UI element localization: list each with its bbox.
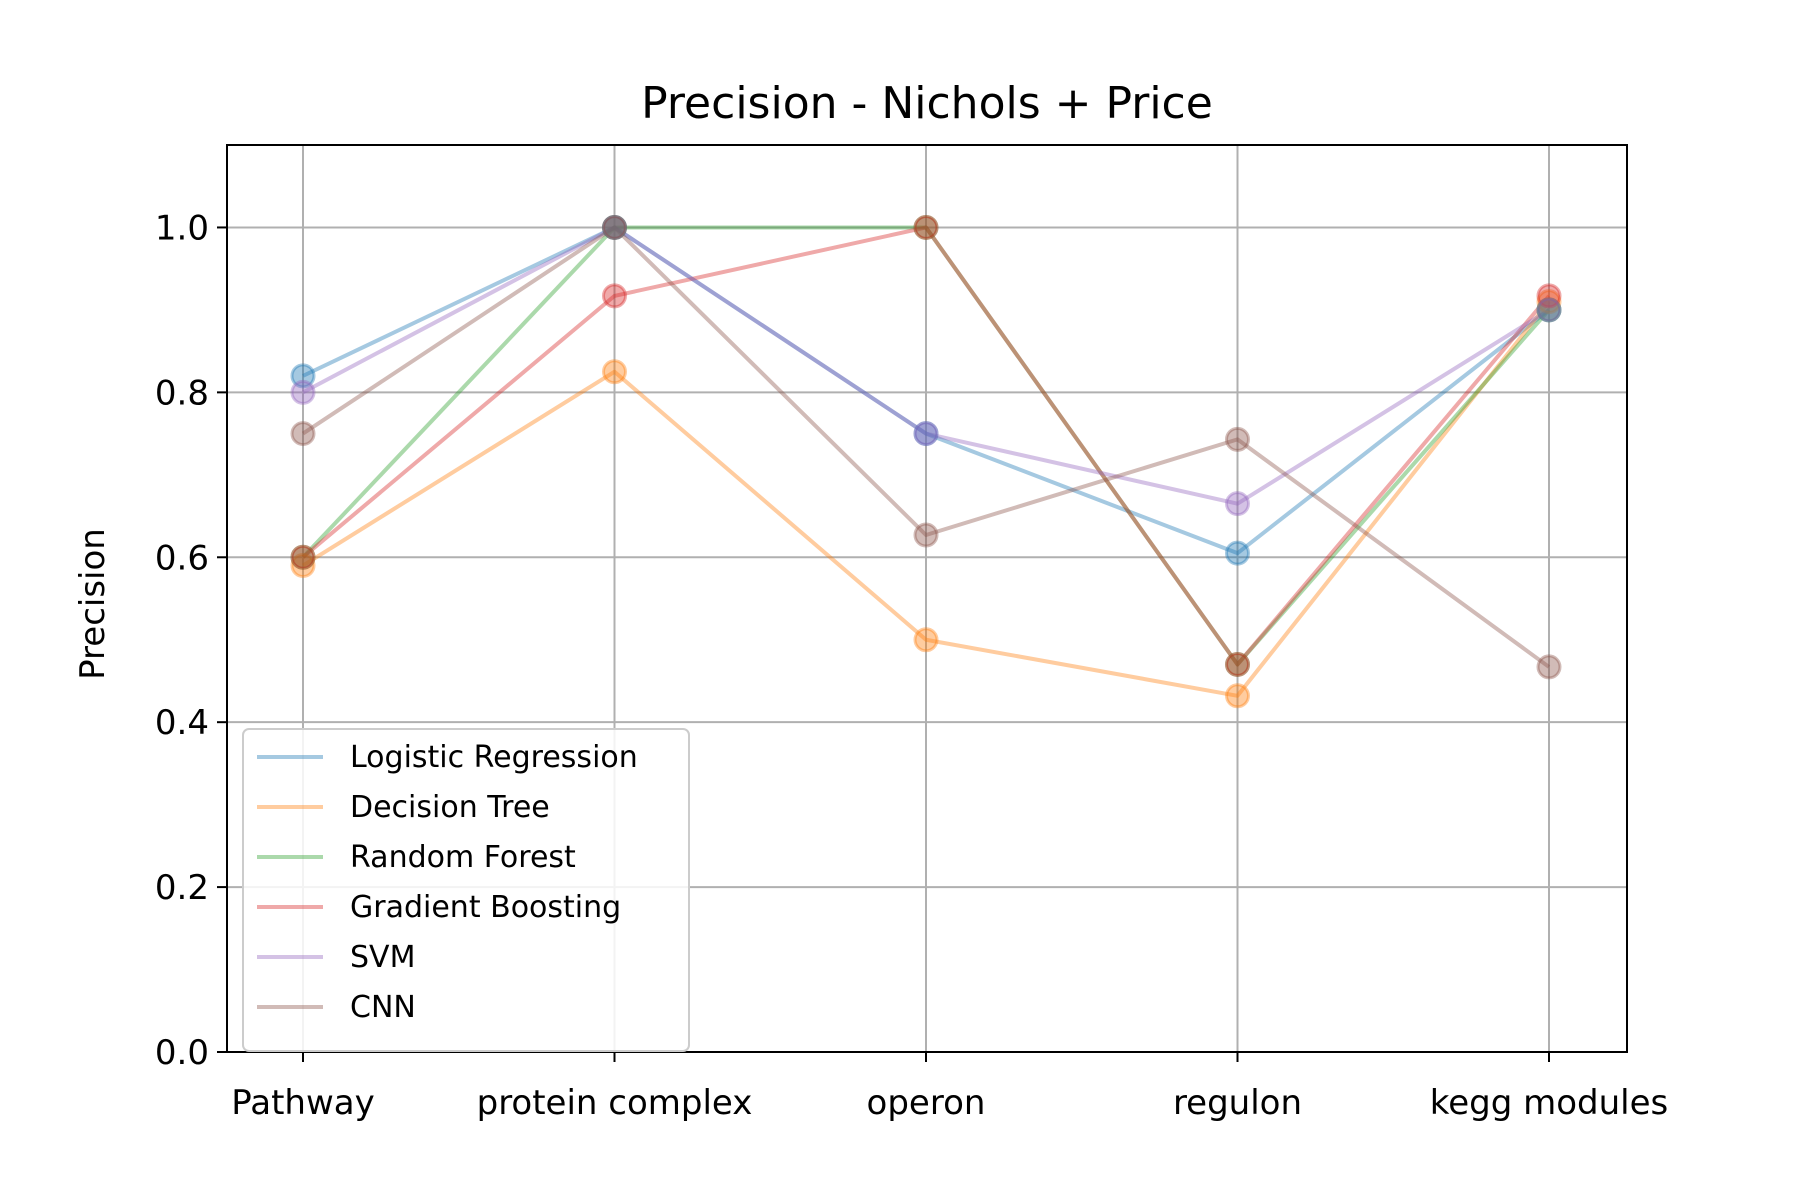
data-point bbox=[1225, 426, 1250, 452]
data-point bbox=[913, 421, 939, 447]
x-tick-label: operon bbox=[867, 1083, 986, 1123]
data-point bbox=[913, 214, 939, 240]
series-line bbox=[301, 225, 1551, 667]
data-point bbox=[602, 214, 627, 240]
y-tick-label: 0.4 bbox=[155, 703, 209, 743]
data-point bbox=[1536, 289, 1562, 315]
data-point bbox=[602, 214, 627, 240]
legend-label: Random Forest bbox=[350, 840, 576, 875]
chart-title: Precision - Nichols + Price bbox=[641, 78, 1213, 129]
series-lines bbox=[301, 225, 1551, 698]
data-point bbox=[1225, 540, 1250, 566]
data-point bbox=[1225, 651, 1250, 677]
data-point bbox=[290, 544, 316, 570]
data-point bbox=[1536, 297, 1562, 323]
y-tick-label: 0.0 bbox=[155, 1033, 209, 1073]
legend-box bbox=[242, 728, 690, 1052]
series-line bbox=[302, 225, 1551, 556]
data-point bbox=[1536, 297, 1562, 323]
data-point bbox=[913, 214, 939, 240]
data-point bbox=[913, 522, 939, 548]
series-markers bbox=[290, 214, 1562, 709]
y-axis: 0.0 0.2 0.4 0.6 0.8 1.0 bbox=[155, 208, 227, 1073]
data-point bbox=[602, 214, 627, 240]
data-point bbox=[913, 421, 939, 447]
series-line bbox=[301, 225, 1551, 667]
legend: Logistic Regression Decision Tree Random F… bbox=[242, 728, 690, 1052]
data-point bbox=[1225, 683, 1250, 709]
data-point bbox=[1536, 654, 1562, 680]
x-tick-label: kegg modules bbox=[1430, 1083, 1669, 1123]
series-line bbox=[301, 300, 1551, 698]
data-point bbox=[913, 627, 939, 653]
y-tick-label: 0.8 bbox=[155, 373, 209, 413]
legend-label: SVM bbox=[350, 940, 415, 975]
y-tick-label: 1.0 bbox=[155, 208, 209, 248]
x-tick-label: Pathway bbox=[231, 1083, 374, 1123]
legend-label: CNN bbox=[350, 990, 416, 1025]
data-point bbox=[290, 544, 316, 570]
y-tick-label: 0.6 bbox=[155, 538, 209, 578]
data-point bbox=[1225, 651, 1250, 677]
legend-label: Gradient Boosting bbox=[350, 890, 621, 925]
data-point bbox=[1536, 283, 1562, 309]
data-point bbox=[290, 363, 316, 389]
x-axis: Pathway protein complex operon regulon kegg … bbox=[231, 1052, 1668, 1123]
x-tick-label: protein complex bbox=[477, 1083, 753, 1123]
data-point bbox=[1536, 297, 1562, 323]
y-axis-label: Precision bbox=[73, 528, 113, 680]
data-point bbox=[290, 421, 316, 447]
data-point bbox=[602, 283, 627, 309]
y-tick-label: 0.2 bbox=[155, 868, 209, 908]
data-point bbox=[1225, 491, 1250, 517]
data-point bbox=[602, 214, 627, 240]
data-point bbox=[290, 379, 316, 405]
x-tick-label: regulon bbox=[1173, 1083, 1302, 1123]
legend-label: Decision Tree bbox=[350, 790, 550, 825]
legend-label: Logistic Regression bbox=[350, 740, 638, 775]
series-line bbox=[301, 225, 1551, 669]
data-point bbox=[602, 359, 627, 385]
data-point bbox=[290, 553, 316, 579]
series-line bbox=[302, 225, 1551, 506]
